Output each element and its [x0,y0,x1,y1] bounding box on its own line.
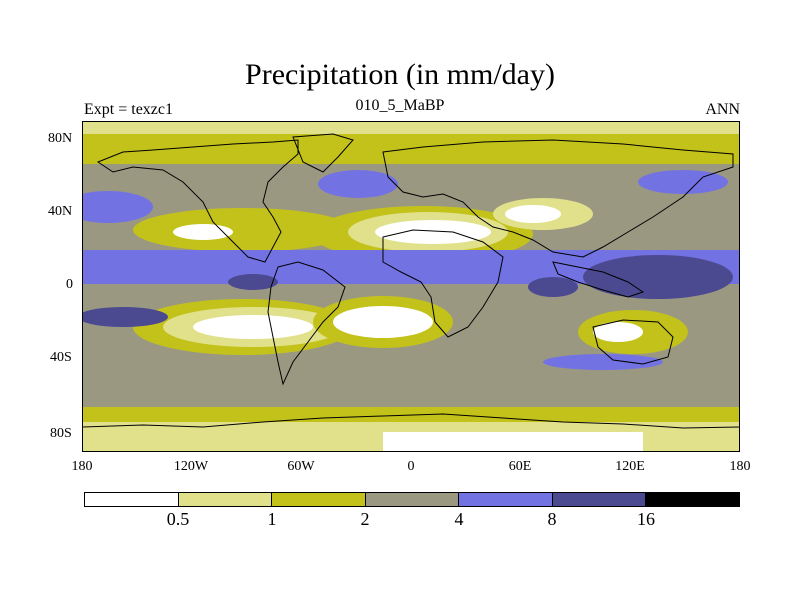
x-tick-120e: 120E [615,459,645,474]
season-label: ANN [705,101,740,118]
precipitation-map [82,121,740,452]
coastlines [83,133,739,429]
eurasia-coast [382,139,734,258]
atlantic-heavy [228,274,278,290]
australia-dry [593,322,643,342]
colorbar-label-8: 8 [547,509,557,529]
colorbar [84,492,740,507]
australia-coast [592,319,674,365]
precip-field [83,122,739,451]
y-tick-80n: 80N [48,131,73,146]
x-tick-60w: 60W [287,459,315,474]
x-tick-180e: 180 [729,459,751,474]
south-america-coast [267,261,346,386]
antarctica-coast [83,413,739,429]
subtropic-north-yellow [133,208,353,252]
period-label: 010_5_MaBP [355,97,445,114]
north-storm-band [83,166,739,192]
south-pacific-dry [193,315,313,339]
colorbar-swatch [552,493,647,506]
colorbar-swatch [272,493,366,506]
arctic-edge-band [83,122,739,134]
south-pacific-wet [83,307,168,327]
maritime-continent-coast [552,261,645,298]
map-title: Precipitation (in mm/day) [245,58,555,91]
y-tick-40s: 40S [50,350,72,365]
colorbar-swatch [459,493,553,506]
south-indian-wet [543,354,663,370]
colorbar-label-4: 4 [454,509,464,529]
warm-pool-heavy [583,255,733,299]
colorbar-label-2: 2 [360,509,370,529]
south-atlantic-dry [333,306,433,338]
y-tick-0: 0 [66,277,73,292]
antarctic-dry-band [383,432,643,451]
colorbar-label-0-5: 0.5 [166,509,190,529]
na-wet-patch [318,170,398,198]
x-tick-0: 0 [407,459,415,474]
sahara-dry [375,220,491,244]
experiment-label: Expt = texzc1 [84,101,173,118]
central-asia-dry [505,205,561,223]
x-tick-120w: 120W [173,459,209,474]
pacific-dry [173,224,233,240]
colorbar-swatch [85,493,179,506]
indian-heavy [528,277,578,297]
colorbar-swatch [646,493,740,506]
colorbar-swatch [178,493,273,506]
x-tick-60e: 60E [508,459,532,474]
colorbar-label-1: 1 [267,509,277,529]
y-tick-80s: 80S [50,426,72,441]
africa-coast [382,229,504,338]
x-tick-180w: 180 [71,459,93,474]
colorbar-swatch [365,493,460,506]
colorbar-label-16: 16 [637,509,655,529]
y-tick-40n: 40N [48,204,73,219]
greenland-coast [292,133,354,173]
pacific-wet-patch [83,191,153,223]
north-america-coast [96,139,299,263]
